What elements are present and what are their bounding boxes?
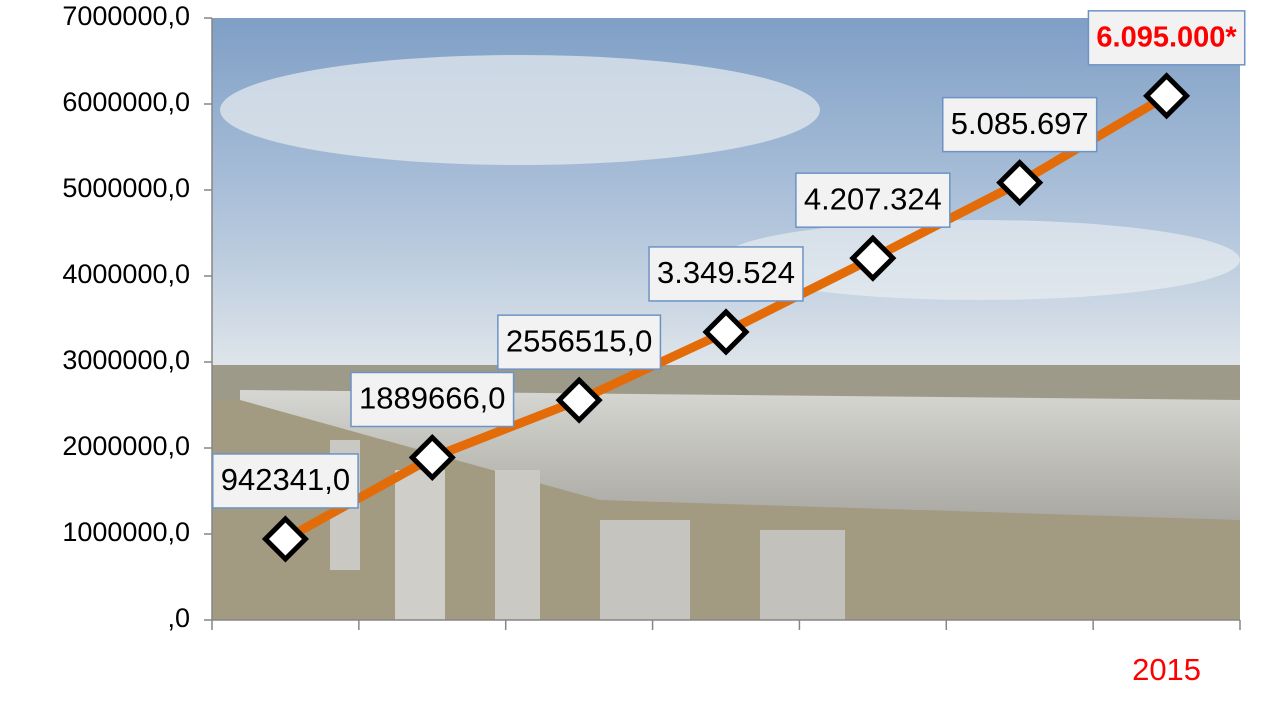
data-label: 6.095.000*	[1087, 10, 1246, 66]
data-label-box	[1087, 10, 1246, 66]
data-label: 942341,0	[212, 453, 359, 509]
data-label-box	[648, 246, 804, 302]
data-label-box	[795, 172, 951, 228]
data-label-text: 4.207.324	[804, 181, 942, 216]
y-tick-label: 2000000,0	[62, 431, 190, 461]
x-tick-label: 2015	[1132, 652, 1201, 687]
marker	[408, 433, 456, 482]
data-label: 2556515,0	[497, 314, 662, 370]
data-label: 1889666,0	[350, 371, 515, 428]
data-label-box	[497, 314, 662, 370]
data-label-text: 5.085.697	[951, 106, 1089, 141]
marker	[996, 159, 1044, 207]
y-tick-label: 7000000,0	[62, 1, 190, 31]
y-tick-label: 1000000,0	[62, 517, 190, 547]
data-label-text: 2556515,0	[506, 323, 653, 358]
data-label-text: 3.349.524	[657, 255, 795, 290]
data-label-text: 942341,0	[221, 462, 350, 497]
data-label-text: 1889666,0	[359, 381, 506, 416]
data-label: 5.085.697	[942, 96, 1098, 153]
y-tick-label: 4000000,0	[62, 259, 190, 289]
marker	[849, 234, 897, 282]
data-label: 3.349.524	[648, 246, 804, 302]
data-label-box	[212, 453, 359, 509]
data-label-box	[942, 96, 1098, 153]
y-tick-label: 6000000,0	[62, 87, 190, 117]
marker	[1143, 72, 1191, 120]
marker	[261, 515, 309, 563]
y-tick-label: 5000000,0	[62, 173, 190, 203]
y-tick-label: ,0	[167, 603, 190, 633]
y-tick-label: 3000000,0	[62, 345, 190, 375]
data-label: 4.207.324	[795, 172, 951, 228]
data-label-box	[350, 371, 515, 428]
data-label-text: 6.095.000*	[1096, 21, 1237, 53]
marker	[555, 376, 603, 424]
marker	[702, 308, 750, 356]
